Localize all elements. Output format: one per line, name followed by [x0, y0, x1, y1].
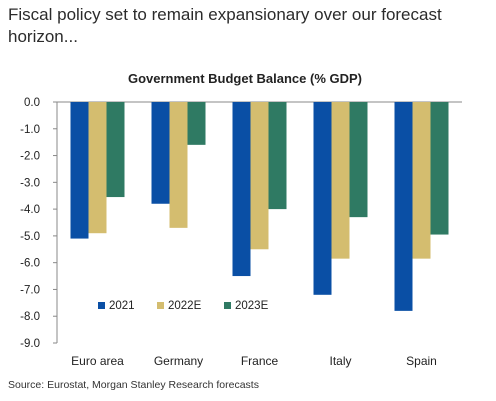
bar-2023e-spain — [430, 102, 449, 235]
bar-2021-italy — [313, 102, 332, 295]
y-tick-label: -8.0 — [20, 311, 40, 323]
legend-label: 2022E — [168, 300, 202, 312]
y-tick-label: -5.0 — [20, 231, 40, 243]
bar-2022e-spain — [412, 102, 431, 259]
bar-2023e-france — [268, 102, 287, 210]
legend-label: 2021 — [109, 300, 135, 312]
y-tick-label: -4.0 — [20, 204, 40, 216]
axis-layer: 0.0 -1.0 -2.0 -3.0 -4.0 -5.0 -6.0 -7.0 -8.0 -9.0 — [20, 97, 462, 350]
legend: 2021 2022E 2023E — [98, 300, 269, 312]
legend-swatch — [224, 302, 231, 309]
bars-layer — [70, 102, 449, 311]
bar-2023e-euro-area — [106, 102, 125, 198]
source-note: Source: Eurostat, Morgan Stanley Researc… — [8, 379, 259, 391]
legend-label: 2023E — [235, 300, 269, 312]
x-category-label: Euro area — [71, 354, 124, 368]
y-tick-label: -3.0 — [20, 177, 40, 189]
y-tick-label: -6.0 — [20, 258, 40, 270]
y-tick-label: -1.0 — [20, 124, 40, 136]
y-tick-label: -9.0 — [20, 338, 40, 350]
y-tick-label: -2.0 — [20, 151, 40, 163]
x-category-label: Spain — [406, 354, 437, 368]
bar-2023e-italy — [349, 102, 368, 218]
x-category-label: Germany — [154, 354, 203, 368]
bar-2022e-germany — [169, 102, 188, 228]
legend-swatch — [98, 302, 105, 309]
category-labels: Euro area Germany France Italy Spain — [71, 354, 437, 368]
bar-2022e-euro-area — [88, 102, 107, 234]
bar-2023e-germany — [187, 102, 206, 145]
x-category-label: Italy — [329, 354, 351, 368]
x-category-label: France — [241, 354, 279, 368]
y-tick-label: 0.0 — [24, 97, 40, 109]
chart-title: Government Budget Balance (% GDP) — [128, 71, 362, 86]
bar-2021-euro-area — [70, 102, 89, 239]
bar-2022e-france — [250, 102, 269, 250]
bar-2022e-italy — [331, 102, 350, 259]
legend-swatch — [157, 302, 164, 309]
bar-2021-france — [232, 102, 251, 277]
bar-2021-germany — [151, 102, 170, 204]
headline: Fiscal policy set to remain expansionary… — [8, 5, 442, 46]
bar-2021-spain — [394, 102, 413, 311]
y-tick-label: -7.0 — [20, 284, 40, 296]
